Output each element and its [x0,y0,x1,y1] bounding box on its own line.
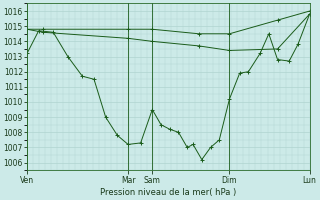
X-axis label: Pression niveau de la mer( hPa ): Pression niveau de la mer( hPa ) [100,188,236,197]
